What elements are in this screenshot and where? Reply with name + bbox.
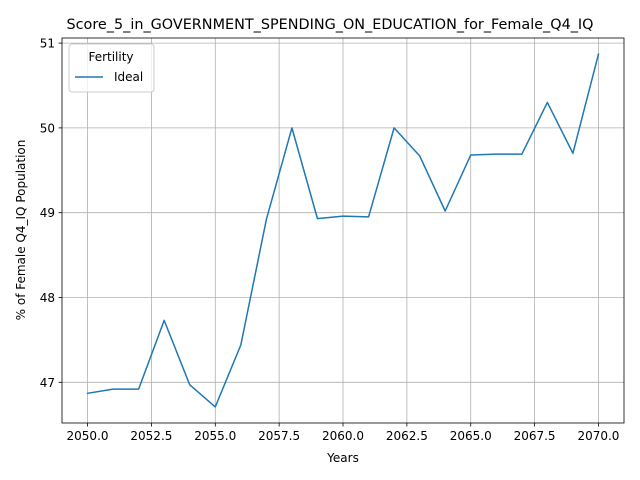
y-tick-label: 47 (40, 376, 55, 390)
x-tick-label: 2050.0 (67, 429, 109, 443)
y-tick-label: 49 (40, 206, 55, 220)
x-tick-label: 2060.0 (322, 429, 364, 443)
y-axis-ticks: 47 48 49 50 51 (40, 37, 62, 390)
x-tick-label: 2070.0 (577, 429, 619, 443)
legend-title: Fertility (88, 50, 133, 64)
chart-title: Score_5_in_GOVERNMENT_SPENDING_ON_EDUCAT… (66, 17, 593, 33)
y-tick-label: 51 (40, 37, 55, 51)
x-axis-label: Years (326, 451, 359, 465)
x-tick-label: 2055.0 (194, 429, 236, 443)
y-tick-label: 50 (40, 121, 55, 135)
legend: Fertility Ideal (69, 44, 154, 92)
y-tick-label: 48 (40, 291, 55, 305)
x-tick-label: 2062.5 (386, 429, 428, 443)
x-tick-label: 2052.5 (130, 429, 172, 443)
y-axis-label: % of Female Q4_IQ Population (14, 140, 28, 321)
legend-label-ideal: Ideal (114, 70, 143, 84)
x-tick-label: 2067.5 (514, 429, 556, 443)
x-tick-label: 2057.5 (258, 429, 300, 443)
x-tick-label: 2065.0 (450, 429, 492, 443)
x-axis-ticks: 2050.0 2052.5 2055.0 2057.5 2060.0 2062.5 2065… (67, 423, 620, 443)
grid-lines (62, 38, 624, 423)
